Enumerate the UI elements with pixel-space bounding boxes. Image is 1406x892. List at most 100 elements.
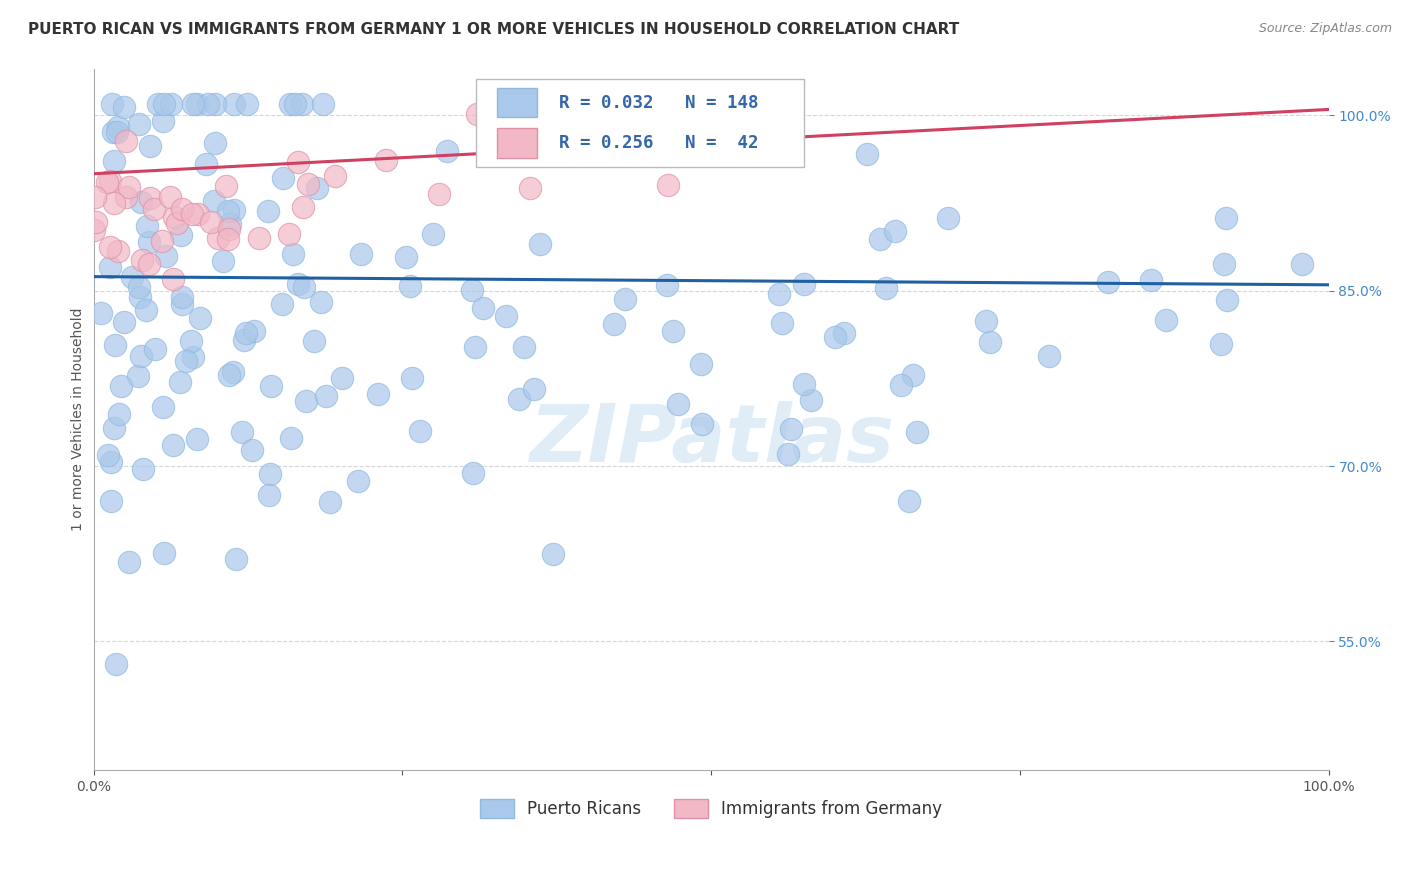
Point: [834, 326, 856, 340]
Point: [523, 382, 546, 396]
Point: [170, 228, 193, 243]
Point: [630, 126, 652, 140]
Point: [195, 157, 218, 171]
Point: [519, 181, 541, 195]
FancyBboxPatch shape: [498, 128, 537, 158]
Point: [172, 290, 194, 304]
Point: [112, 315, 135, 329]
Point: [260, 379, 283, 393]
Point: [100, 174, 122, 188]
Point: [127, 368, 149, 383]
Point: [554, 120, 576, 134]
Point: [603, 317, 626, 331]
Point: [143, 343, 166, 357]
Point: [162, 272, 184, 286]
Point: [186, 432, 208, 446]
Point: [240, 442, 263, 457]
Point: [159, 189, 181, 203]
Point: [100, 493, 122, 508]
Point: [217, 232, 239, 246]
Point: [200, 214, 222, 228]
Point: [118, 179, 141, 194]
Point: [655, 277, 678, 292]
Point: [98, 260, 121, 274]
Point: [236, 96, 259, 111]
Point: [666, 397, 689, 411]
Point: [131, 253, 153, 268]
Point: [204, 136, 226, 151]
Point: [187, 207, 209, 221]
Point: [218, 368, 240, 383]
Point: [979, 335, 1001, 350]
Point: [665, 96, 688, 111]
Point: [100, 239, 122, 253]
Point: [278, 96, 301, 111]
Point: [225, 551, 247, 566]
Point: [146, 96, 169, 111]
Point: [277, 227, 299, 241]
Point: [186, 96, 208, 111]
Point: [776, 447, 799, 461]
Point: [409, 425, 432, 439]
Point: [176, 354, 198, 368]
Point: [280, 431, 302, 445]
Y-axis label: 1 or more Vehicles in Household: 1 or more Vehicles in Household: [72, 308, 86, 531]
Point: [83, 223, 105, 237]
Point: [395, 250, 418, 264]
Point: [100, 455, 122, 469]
Point: [170, 202, 193, 217]
Point: [287, 277, 309, 292]
Point: [150, 234, 173, 248]
Point: [673, 96, 696, 111]
Point: [202, 194, 225, 208]
Point: [690, 417, 713, 432]
Point: [135, 302, 157, 317]
Point: [152, 96, 174, 111]
Point: [422, 227, 444, 241]
Point: [436, 144, 458, 158]
Point: [153, 546, 176, 560]
Point: [461, 283, 484, 297]
Point: [128, 117, 150, 131]
Point: [219, 217, 242, 231]
Point: [367, 387, 389, 401]
Point: [283, 246, 305, 260]
Point: [890, 377, 912, 392]
Point: [152, 113, 174, 128]
Point: [188, 310, 211, 325]
Point: [793, 277, 815, 291]
Point: [427, 186, 450, 201]
Point: [243, 324, 266, 338]
Point: [291, 96, 314, 111]
Point: [121, 270, 143, 285]
Point: [461, 466, 484, 480]
Point: [768, 287, 790, 301]
Point: [375, 153, 398, 167]
Point: [824, 330, 846, 344]
Point: [152, 400, 174, 414]
FancyBboxPatch shape: [498, 88, 537, 118]
Point: [662, 324, 685, 338]
Point: [1139, 273, 1161, 287]
Point: [350, 246, 373, 260]
Point: [101, 125, 124, 139]
Point: [97, 448, 120, 462]
Point: [976, 314, 998, 328]
Point: [1097, 276, 1119, 290]
Point: [107, 120, 129, 134]
Text: R = 0.032   N = 148: R = 0.032 N = 148: [560, 94, 759, 112]
Point: [170, 297, 193, 311]
Text: PUERTO RICAN VS IMMIGRANTS FROM GERMANY 1 OR MORE VEHICLES IN HOUSEHOLD CORRELAT: PUERTO RICAN VS IMMIGRANTS FROM GERMANY …: [28, 22, 959, 37]
Point: [323, 169, 346, 183]
Text: Source: ZipAtlas.com: Source: ZipAtlas.com: [1258, 22, 1392, 36]
Point: [233, 333, 256, 347]
Point: [312, 96, 335, 111]
Point: [235, 326, 257, 340]
Point: [217, 204, 239, 219]
Point: [318, 495, 340, 509]
Point: [856, 146, 879, 161]
Point: [898, 494, 921, 508]
Point: [257, 203, 280, 218]
Point: [292, 200, 315, 214]
Point: [138, 257, 160, 271]
